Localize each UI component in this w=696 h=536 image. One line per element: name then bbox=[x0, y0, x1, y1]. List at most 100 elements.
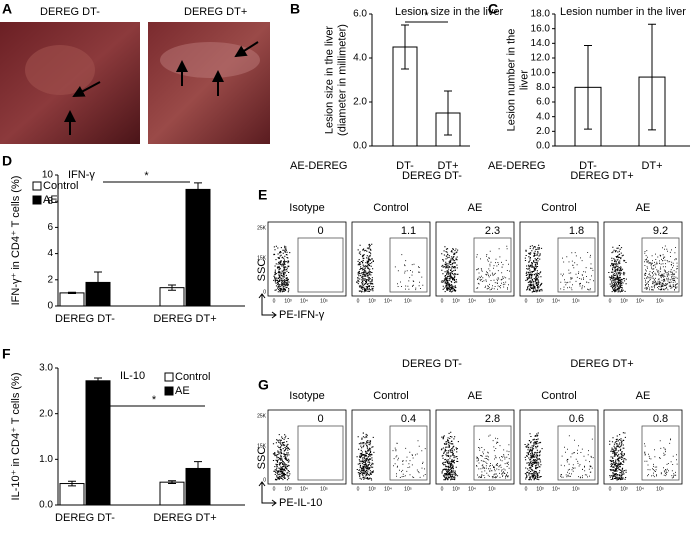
plot-header: Control bbox=[541, 202, 576, 214]
y-tick-label: 4 bbox=[47, 248, 53, 259]
x-tick-label: DEREG DT- bbox=[55, 313, 115, 325]
plot-frame bbox=[603, 409, 683, 485]
event-dots bbox=[440, 245, 510, 293]
arrow bbox=[72, 81, 101, 97]
legend-swatch bbox=[32, 195, 42, 205]
plot-frame bbox=[267, 409, 347, 485]
x-tick-label: 10⁴ bbox=[384, 486, 392, 492]
y-tick-label: 16.0 bbox=[531, 23, 551, 34]
y-axis-label: liver bbox=[518, 70, 530, 91]
error-bar bbox=[168, 284, 176, 291]
x-tick-label: 10³ bbox=[284, 298, 292, 304]
y-tick-label: 2 bbox=[47, 274, 53, 285]
y-tick-label: 14.0 bbox=[531, 38, 551, 49]
chart-title: Lesion number in the liver bbox=[560, 6, 686, 18]
x-tick-label: 10⁵ bbox=[572, 486, 580, 492]
panel-letter: A bbox=[2, 1, 12, 17]
x-tick-label: 0 bbox=[273, 298, 276, 304]
y-tick-label: 6.0 bbox=[353, 9, 367, 20]
error-bar bbox=[194, 461, 202, 476]
x-tick-label: 10³ bbox=[368, 298, 376, 304]
event-dots bbox=[524, 244, 594, 293]
x-tick-label: 10⁵ bbox=[320, 298, 328, 304]
plot-header: Isotype bbox=[289, 202, 324, 214]
x-tick-label: DEREG DT+ bbox=[153, 512, 216, 524]
x-tick-label: 0 bbox=[441, 486, 444, 492]
x-tick-label: 10⁴ bbox=[636, 486, 644, 492]
bar bbox=[159, 481, 185, 506]
x-tick-label: DT- bbox=[579, 160, 597, 172]
x-tick-label: 10⁵ bbox=[404, 486, 412, 492]
y-tick-label: 8 bbox=[47, 196, 53, 207]
gate bbox=[473, 237, 512, 293]
x-tick-label: 10³ bbox=[536, 298, 544, 304]
y-tick-label: 2.0 bbox=[353, 97, 367, 108]
y-tick-label: 10.0 bbox=[531, 67, 551, 78]
plot-header: AE bbox=[468, 390, 483, 402]
plot-header: Control bbox=[541, 390, 576, 402]
group-header: DEREG DT+ bbox=[570, 358, 633, 370]
plot-header: AE bbox=[468, 202, 483, 214]
y-tick-label: 6.0 bbox=[536, 97, 550, 108]
legend-swatch bbox=[164, 386, 174, 396]
x-tick-label: 0 bbox=[609, 298, 612, 304]
event-dots bbox=[356, 243, 424, 293]
y-tick-label: 12.0 bbox=[531, 53, 551, 64]
x-tick-label: 10⁴ bbox=[552, 486, 560, 492]
panel-letter: E bbox=[258, 187, 267, 203]
y-tick-label: 2.0 bbox=[39, 408, 53, 419]
y-tick-label: 0 bbox=[263, 289, 266, 295]
gate bbox=[641, 425, 680, 481]
x-tick-label: 10⁴ bbox=[636, 298, 644, 304]
event-dots bbox=[356, 432, 426, 481]
bar bbox=[59, 483, 85, 506]
group-label: AE-DEREG bbox=[488, 160, 545, 172]
x-tick-label: 0 bbox=[357, 298, 360, 304]
gate bbox=[389, 425, 428, 481]
bar bbox=[85, 380, 111, 506]
liver-photo bbox=[148, 22, 270, 144]
x-tick-label: 10⁴ bbox=[552, 298, 560, 304]
y-tick-label: 1.0 bbox=[39, 454, 53, 465]
gate bbox=[389, 237, 428, 293]
x-tick-label: 10⁵ bbox=[656, 298, 664, 304]
photo-label: DEREG DT+ bbox=[184, 6, 247, 18]
panel-letter: C bbox=[488, 1, 498, 17]
x-tick-label: 10³ bbox=[536, 486, 544, 492]
gate-value: 1.8 bbox=[569, 225, 584, 237]
y-tick-label: 8.0 bbox=[536, 82, 550, 93]
x-tick-label: 10⁴ bbox=[468, 298, 476, 304]
x-tick-label: 10³ bbox=[368, 486, 376, 492]
y-tick-label: 0.0 bbox=[39, 500, 53, 511]
y-tick-label: 10 bbox=[42, 170, 54, 181]
plot-frame bbox=[267, 221, 347, 297]
error-bar bbox=[584, 45, 592, 130]
x-axis-label: PE-IL-10 bbox=[279, 497, 322, 509]
x-tick-label: 0 bbox=[525, 298, 528, 304]
event-dots bbox=[609, 432, 678, 481]
panel-letter: B bbox=[290, 1, 300, 17]
chart-title: IFN-γ bbox=[68, 169, 95, 181]
x-tick-label: DEREG DT- bbox=[55, 512, 115, 524]
gate-value: 0.8 bbox=[653, 413, 668, 425]
plot-header: Control bbox=[373, 390, 408, 402]
legend-swatch bbox=[32, 181, 42, 191]
gate bbox=[473, 425, 512, 481]
x-tick-label: 0 bbox=[441, 298, 444, 304]
y-tick-label: 25K bbox=[257, 225, 267, 231]
gate-value: 2.3 bbox=[485, 225, 500, 237]
panel-letter: D bbox=[2, 153, 12, 169]
gate-value: 9.2 bbox=[653, 225, 668, 237]
legend-label: Control bbox=[175, 371, 210, 383]
x-tick-label: 10³ bbox=[620, 298, 628, 304]
error-bar bbox=[401, 24, 409, 70]
gate-value: 2.8 bbox=[485, 413, 500, 425]
legend-label: Control bbox=[43, 180, 78, 192]
x-tick-label: 0 bbox=[357, 486, 360, 492]
gate-value: 1.1 bbox=[401, 225, 416, 237]
chart-title: Lesion size in the liver bbox=[395, 6, 504, 18]
x-axis-label: PE-IFN-γ bbox=[279, 309, 325, 321]
y-tick-label: 18.0 bbox=[531, 9, 551, 20]
y-tick-label: 0.0 bbox=[536, 141, 550, 152]
x-tick-label: 10³ bbox=[452, 298, 460, 304]
